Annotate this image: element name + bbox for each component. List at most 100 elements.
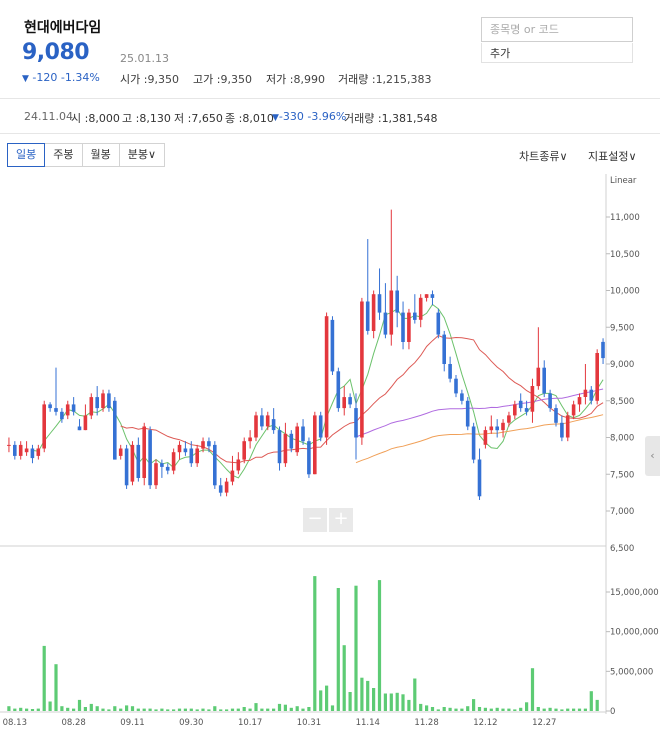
moving-averages [32, 303, 604, 479]
candle-body [601, 341, 605, 359]
volume-bar [501, 708, 505, 711]
candle-body [42, 404, 46, 449]
volume-bar [242, 707, 246, 711]
high-label: 고가 : [193, 73, 221, 86]
tab-minute[interactable]: 분봉∨ [119, 144, 165, 166]
ma5-line [32, 303, 604, 479]
candle-body [136, 444, 141, 478]
volume-bar [30, 709, 35, 711]
volume-bar [419, 703, 423, 711]
volume-bar [595, 699, 599, 711]
candle-body [501, 422, 505, 431]
candle-body [471, 426, 476, 460]
change-value: -120 [32, 71, 58, 84]
candle-body [283, 433, 288, 464]
tab-weekly[interactable]: 주봉 [45, 144, 83, 166]
candle-body [236, 459, 241, 471]
candle-body [195, 448, 199, 464]
volume-bar [125, 705, 129, 711]
tab-monthly[interactable]: 월봉 [82, 144, 120, 166]
candle-body [171, 452, 176, 471]
candle-low: 저 :7,650 [174, 110, 223, 126]
candle-body [436, 312, 441, 335]
price-tick-label: 10,000 [610, 287, 640, 297]
candle-body [407, 312, 411, 342]
open-label: 시가 : [120, 73, 148, 86]
volume-bar [101, 708, 105, 711]
candle-high-label: 고 : [122, 112, 140, 125]
volume-bar [360, 677, 364, 711]
volume-bar [66, 707, 70, 711]
zoom-in-button[interactable]: + [329, 508, 353, 532]
candle-body [389, 290, 394, 335]
volume-bar [283, 704, 287, 711]
volume-bar [19, 707, 23, 711]
period-tabs: 일봉 주봉 월봉 분봉∨ [7, 143, 166, 167]
chart-type-button[interactable]: 차트종류∨ [519, 150, 568, 163]
volume-bar [460, 708, 464, 711]
candle-body [318, 415, 323, 438]
indicator-settings-button[interactable]: 지표설정∨ [588, 150, 637, 163]
volume-bar [407, 699, 411, 711]
candle-body [530, 386, 535, 412]
candle-body [213, 444, 217, 486]
candle-body [154, 463, 158, 486]
candle-body [118, 448, 123, 456]
candle-body [130, 444, 135, 482]
trade-volume: 거래량 :1,215,383 [338, 71, 432, 87]
candle-body [442, 334, 446, 364]
candle-body [489, 426, 494, 431]
candle-body [248, 437, 252, 442]
candle-body [383, 312, 388, 335]
volume-bar [395, 692, 399, 711]
volume-bar [95, 706, 99, 711]
price-tick-label: 9,500 [610, 323, 634, 333]
volume-bar [566, 708, 570, 711]
candle-body [36, 448, 41, 456]
volume-bar [230, 708, 235, 711]
candle-body [142, 426, 146, 478]
volume-bar [183, 708, 187, 711]
candle-body [595, 353, 599, 401]
x-tick-label: 10.17 [238, 718, 262, 728]
volume-bar [425, 705, 429, 711]
ma60-line [355, 388, 604, 438]
candle-body [260, 415, 264, 427]
candle-body [465, 400, 470, 427]
tab-daily[interactable]: 일봉 [7, 143, 46, 167]
candle-body [548, 393, 552, 409]
volume-bar [519, 707, 523, 711]
volume-bar [42, 645, 46, 711]
candle-body [177, 444, 182, 453]
candle-body [54, 408, 58, 412]
add-button[interactable]: 추가 [481, 43, 633, 63]
volume-bar [554, 708, 558, 711]
volume-bar [589, 691, 593, 711]
volume-bar [248, 708, 252, 711]
candle-body [401, 312, 405, 342]
zoom-out-button[interactable]: − [303, 508, 327, 532]
x-tick-label: 08.13 [3, 718, 27, 728]
volume-tick-label: 10,000,000 [610, 628, 659, 638]
price-tick-label: 8,000 [610, 434, 634, 444]
chart-area[interactable]: Linear 6,500 7,000 7,500 8,000 8,500 9,000 9,50… [0, 174, 660, 741]
volume-bar [489, 708, 493, 711]
volume-bar [301, 708, 305, 711]
volume-bar [177, 708, 182, 711]
side-panel-toggle-icon[interactable]: ‹ [645, 436, 660, 476]
candle-body [518, 400, 523, 409]
volume-bar [219, 709, 223, 711]
x-tick-label: 08.28 [61, 718, 85, 728]
stock-chart[interactable]: Linear 6,500 7,000 7,500 8,000 8,500 9,000 9,50… [0, 174, 660, 741]
candle-body [148, 430, 152, 486]
volume-bar [466, 706, 470, 711]
volume-bar [225, 709, 229, 711]
volume-bar [77, 699, 82, 711]
x-tick-label: 12.27 [532, 718, 556, 728]
volume-bar [372, 688, 376, 711]
candle-body [324, 316, 329, 438]
volume-bar [289, 707, 293, 711]
volume-bar [319, 690, 323, 711]
stock-search-input[interactable] [481, 17, 633, 42]
candle-body [83, 415, 88, 431]
